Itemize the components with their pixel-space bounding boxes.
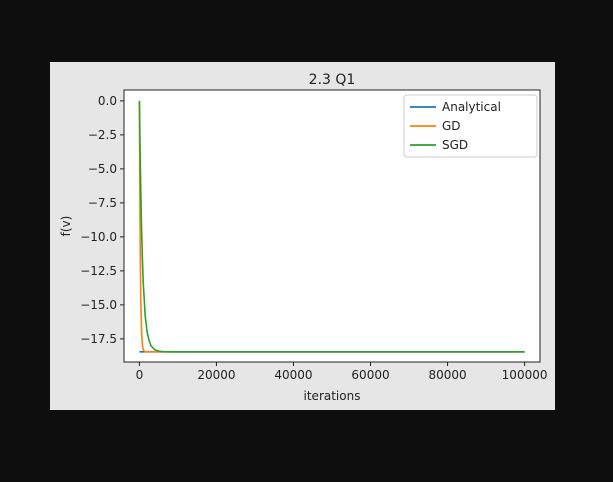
legend-label-analytical: Analytical <box>442 100 501 114</box>
y-tick-label: −2.5 <box>88 128 117 142</box>
y-tick-label: −7.5 <box>88 196 117 210</box>
y-tick-label: 0.0 <box>98 94 117 108</box>
plot-frame <box>123 89 541 363</box>
x-axis: 0 20000 40000 60000 80000 100000 <box>136 362 548 382</box>
x-tick-label: 20000 <box>197 368 235 382</box>
x-tick-label: 0 <box>136 368 144 382</box>
legend: Analytical GD SGD <box>403 94 538 158</box>
x-tick-label: 80000 <box>428 368 466 382</box>
legend-box <box>403 94 538 158</box>
y-tick-label: −5.0 <box>88 162 117 176</box>
x-tick-label: 100000 <box>502 368 548 382</box>
y-tick-label: −12.5 <box>80 264 117 278</box>
y-tick-label: −17.5 <box>80 332 117 346</box>
y-axis-label: f(v) <box>59 216 73 237</box>
series-line-sgd <box>138 100 525 353</box>
y-tick-label: −15.0 <box>80 298 117 312</box>
legend-label-sgd: SGD <box>442 138 468 152</box>
x-tick-label: 60000 <box>351 368 389 382</box>
y-tick-label: −10.0 <box>80 230 117 244</box>
legend-label-gd: GD <box>442 119 461 133</box>
chart-title: 2.3 Q1 <box>309 72 356 88</box>
series-layer <box>138 100 525 353</box>
y-axis: 0.0 −2.5 −5.0 −7.5 −10.0 −12.5 −15.0 −17.5 <box>80 94 124 346</box>
line-chart: 2.3 Q1 0 20000 40000 60000 80000 100000 0.0 −2… <box>59 72 548 403</box>
x-axis-label: iterations <box>304 389 361 403</box>
x-tick-label: 40000 <box>274 368 312 382</box>
figure: 2.3 Q1 0 20000 40000 60000 80000 100000 0.0 −2… <box>50 62 555 410</box>
